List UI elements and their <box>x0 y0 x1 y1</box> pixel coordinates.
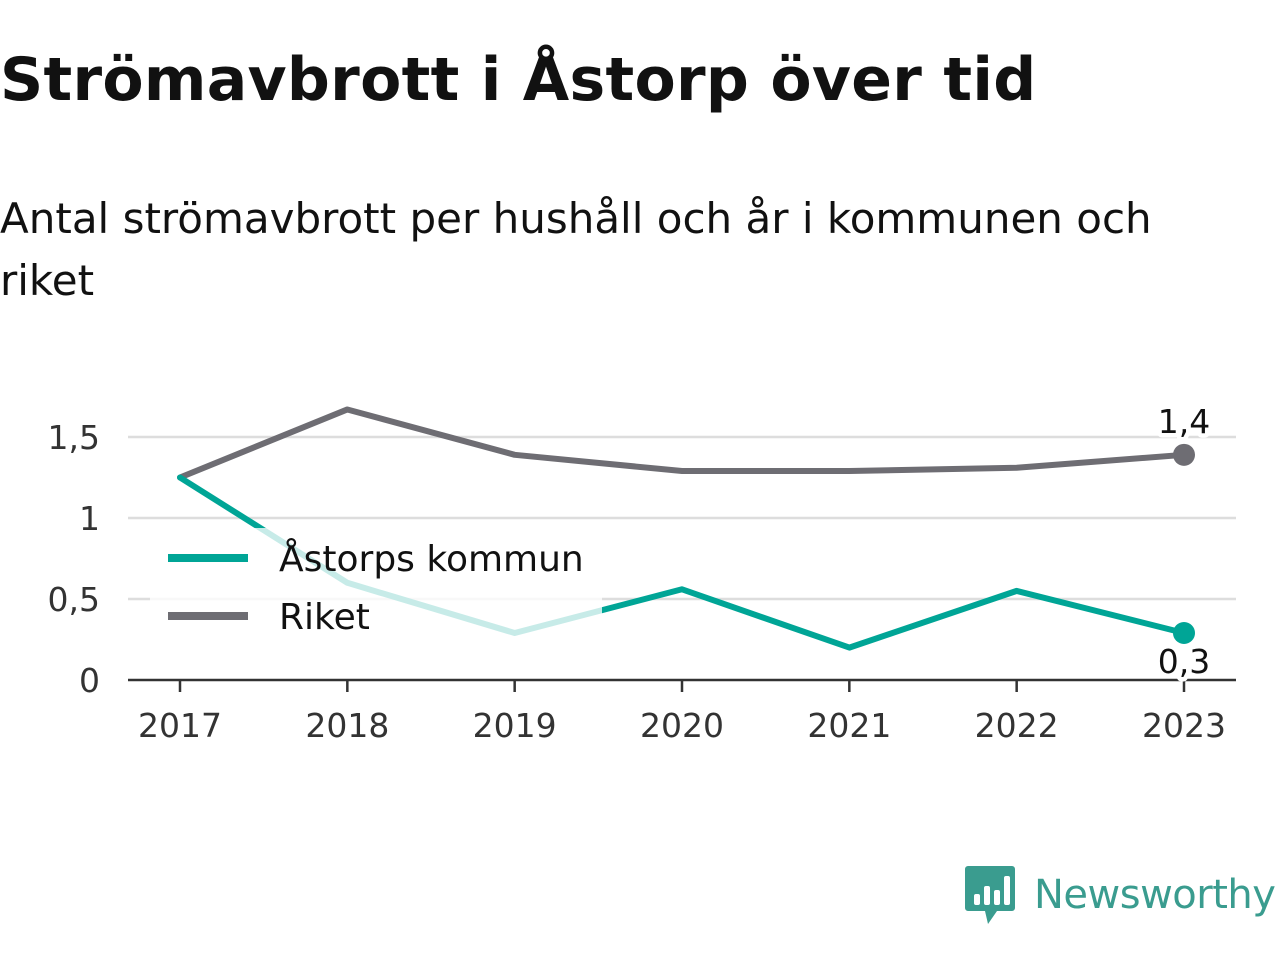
y-tick-label: 1,5 <box>48 418 100 457</box>
end-value-label: 1,4 <box>1158 402 1210 441</box>
end-point <box>1173 622 1195 645</box>
legend-background <box>150 528 602 646</box>
x-axis <box>128 678 1236 692</box>
newsworthy-logo-icon <box>965 866 1015 924</box>
x-tick-label: 2020 <box>640 706 724 745</box>
end-point <box>1173 443 1195 466</box>
y-axis-labels: 0 0,5 1 1,5 <box>48 418 100 700</box>
brand-name: Newsworthy <box>1034 872 1276 918</box>
x-axis-labels: 2017 2018 2019 2020 2021 2022 2023 <box>138 706 1226 745</box>
series-line-1 <box>177 406 1187 481</box>
x-tick-label: 2019 <box>473 706 557 745</box>
x-tick-label: 2022 <box>975 706 1059 745</box>
x-tick-label: 2023 <box>1142 706 1226 745</box>
x-tick-label: 2018 <box>305 706 389 745</box>
chart-subtitle: Antal strömavbrott per hushåll och år i … <box>0 194 1152 305</box>
legend: Åstorps kommun Riket <box>150 528 602 646</box>
x-tick-label: 2017 <box>138 706 222 745</box>
y-tick-label: 1 <box>79 499 100 538</box>
y-tick-label: 0,5 <box>48 580 100 619</box>
brand-footer: Newsworthy <box>964 864 1276 926</box>
x-tick-label: 2021 <box>807 706 891 745</box>
end-value-label: 0,3 <box>1158 642 1210 681</box>
chart-title: Strömavbrott i Åstorp över tid <box>0 45 1037 115</box>
legend-label: Åstorps kommun <box>279 537 584 580</box>
y-tick-label: 0 <box>79 661 100 700</box>
legend-label: Riket <box>279 597 370 638</box>
end-value-labels: 0,3 1,4 <box>1153 397 1214 685</box>
